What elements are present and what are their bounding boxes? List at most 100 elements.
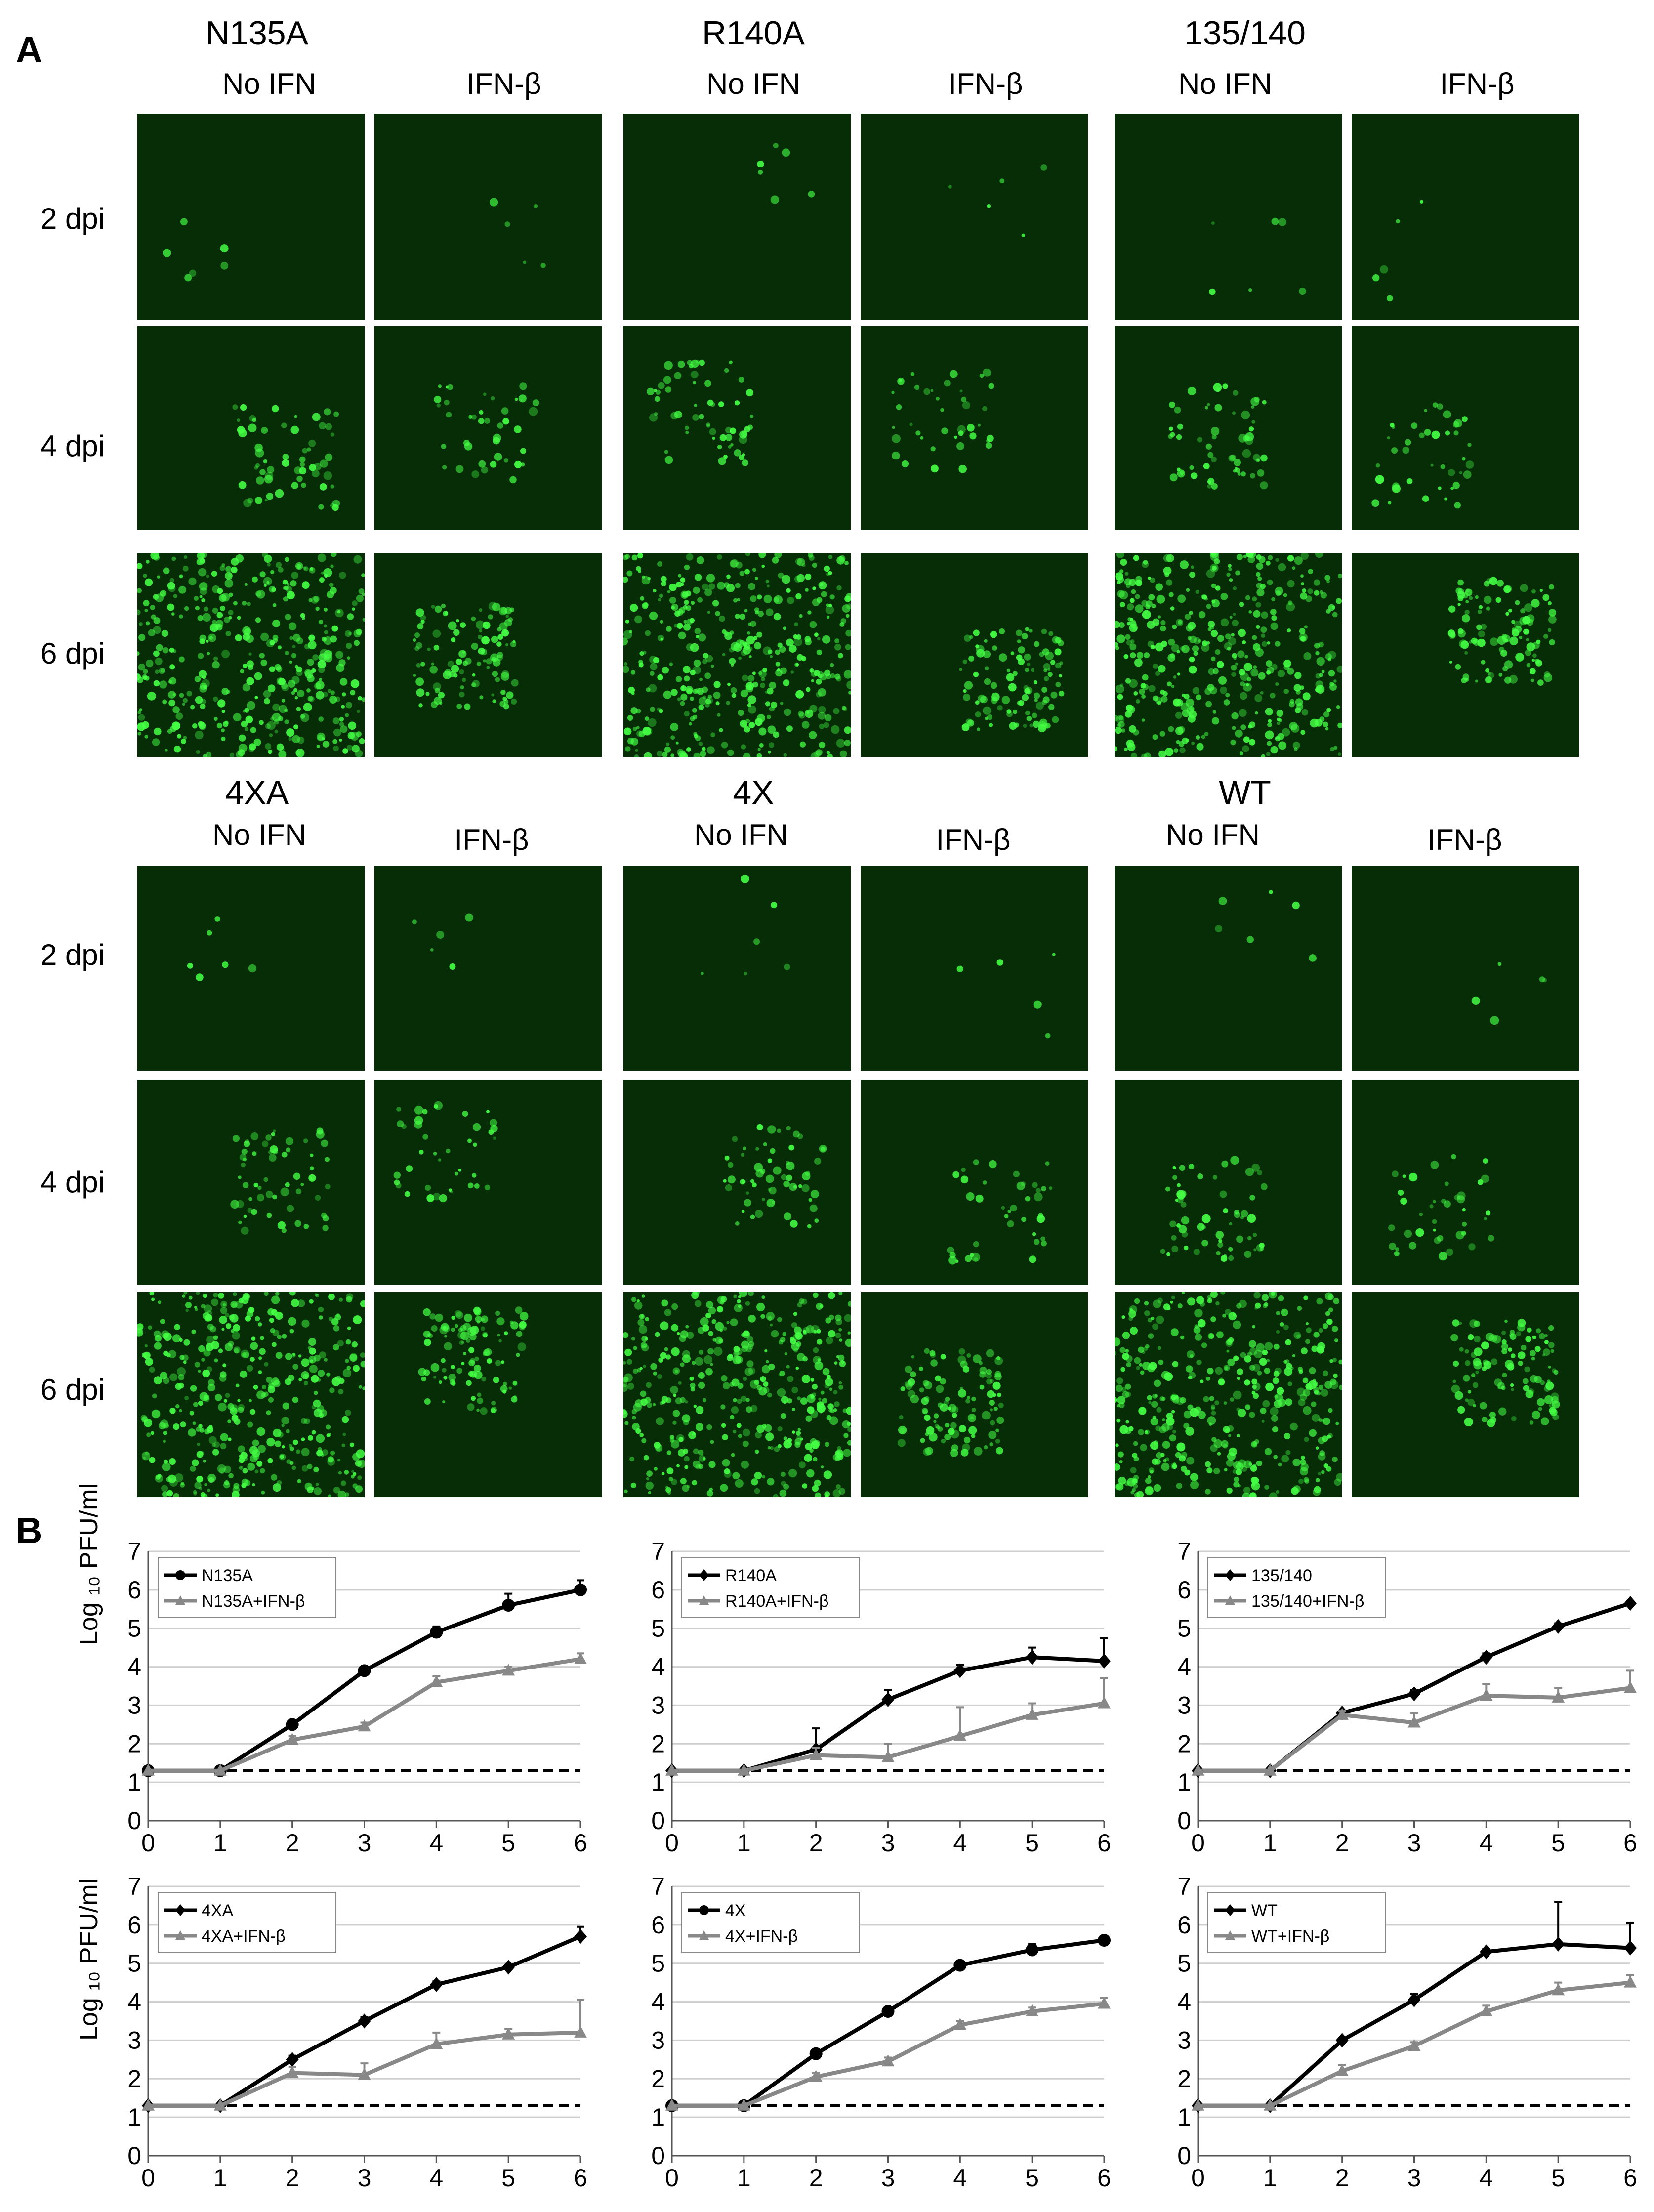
y-tick-label: 4 (651, 1653, 665, 1681)
fluorescent-cell (1186, 624, 1194, 632)
fluorescent-cell (207, 1489, 210, 1492)
fluorescent-cell (331, 1318, 339, 1326)
fluorescent-cell (1224, 1468, 1228, 1472)
fluorescent-cell (1170, 606, 1175, 611)
fluorescent-cell (834, 1361, 838, 1365)
fluorescent-cell (1151, 604, 1156, 608)
fluorescent-cell (286, 591, 295, 600)
fluorescent-cell (701, 971, 704, 975)
fluorescent-cell (1247, 556, 1255, 563)
fluorescent-cell (1115, 1351, 1117, 1356)
fluorescent-cell (1326, 580, 1330, 584)
fluorescent-cell (982, 406, 988, 412)
fluorescent-cell (773, 1166, 782, 1175)
fluorescent-cell (1254, 694, 1263, 702)
fluorescent-cell (264, 1362, 269, 1367)
fluorescent-cell (1387, 436, 1390, 440)
fluorescent-cell (213, 1441, 220, 1448)
fluorescent-cell (1226, 572, 1231, 577)
fluorescent-cell (786, 1365, 790, 1369)
fluorescent-cell (760, 1314, 765, 1319)
y-tick-label: 6 (651, 1576, 665, 1604)
fluorescent-cell (693, 586, 700, 594)
fluorescent-cell (766, 608, 774, 616)
fluorescent-cell (228, 1473, 234, 1479)
fluorescent-cell (1501, 634, 1507, 640)
fluorescent-cell (1169, 426, 1173, 431)
fluorescent-cell (301, 581, 310, 589)
fluorescent-cell (179, 1338, 183, 1342)
fluorescent-cell (266, 1377, 273, 1383)
micrograph-tile (623, 1292, 851, 1497)
fluorescent-cell (1043, 668, 1047, 672)
fluorescent-cell (645, 1397, 651, 1403)
fluorescent-cell (952, 1171, 960, 1178)
fluorescent-cell (842, 1408, 847, 1413)
fluorescent-cell (623, 637, 628, 646)
fluorescent-cell (768, 751, 771, 754)
fluorescent-cell (438, 384, 442, 388)
fluorescent-cell (455, 1324, 458, 1328)
fluorescent-cell (801, 1375, 811, 1383)
fluorescent-cell (780, 702, 784, 705)
fluorescent-cell (1180, 1202, 1187, 1208)
fluorescent-cell (221, 563, 225, 567)
fluorescent-cell (1034, 1192, 1043, 1202)
fluorescent-cell (948, 1256, 957, 1265)
fluorescent-cell (1301, 1347, 1308, 1355)
fluorescent-cell (1219, 1190, 1227, 1198)
fluorescent-cell (680, 693, 688, 701)
fluorescent-cell (1145, 1486, 1154, 1496)
fluorescent-cell (1510, 1383, 1514, 1387)
fluorescent-cell (693, 689, 698, 694)
fluorescent-cell (471, 1396, 476, 1401)
fluorescent-cell (796, 1430, 801, 1436)
fluorescent-cell (1303, 1295, 1308, 1300)
fluorescent-cell (742, 1440, 749, 1447)
y-tick-label: 1 (651, 2103, 665, 2131)
fluorescent-cell (750, 1214, 755, 1219)
fluorescent-cell (1294, 672, 1302, 679)
fluorescent-cell (1463, 1375, 1470, 1382)
data-point (1335, 1708, 1349, 1720)
fluorescent-cell (1278, 563, 1286, 572)
fluorescent-cell (454, 1171, 458, 1176)
fluorescent-cell (1150, 644, 1155, 650)
fluorescent-cell (807, 610, 812, 615)
fluorescent-cell (1262, 400, 1267, 405)
fluorescent-cell (669, 597, 676, 604)
fluorescent-cell (1302, 588, 1307, 593)
fluorescent-cell (275, 1352, 283, 1359)
fluorescent-cell (1133, 691, 1138, 696)
fluorescent-cell (1313, 1332, 1320, 1338)
fluorescent-cell (346, 1296, 352, 1303)
fluorescent-cell (1229, 578, 1233, 582)
fluorescent-cell (137, 731, 142, 736)
fluorescent-cell (247, 1421, 253, 1428)
fluorescent-cell (158, 1300, 162, 1304)
fluorescent-cell (266, 493, 274, 500)
fluorescent-cell (723, 454, 728, 459)
fluorescent-cell (754, 642, 761, 650)
fluorescent-cell (480, 1407, 488, 1415)
fluorescent-cell (630, 707, 638, 714)
fluorescent-cell (501, 407, 509, 415)
fluorescent-cell (292, 1439, 298, 1445)
fluorescent-cell (504, 1331, 508, 1336)
fluorescent-cell (623, 630, 632, 639)
fluorescent-cell (296, 669, 303, 676)
fluorescent-cell (534, 204, 538, 208)
fluorescent-cell (1209, 1396, 1214, 1401)
legend-marker (1225, 1930, 1235, 1940)
fluorescent-cell (351, 1470, 355, 1473)
fluorescent-cell (269, 1154, 277, 1162)
fluorescent-cell (1446, 1248, 1453, 1256)
fluorescent-cell (312, 469, 320, 478)
fluorescent-cell (979, 1371, 986, 1378)
fluorescent-cell (479, 410, 484, 415)
x-tick-label: 0 (1191, 1829, 1205, 1857)
fluorescent-cell (1160, 620, 1166, 626)
fluorescent-cell (1532, 653, 1537, 658)
fluorescent-cell (233, 1324, 241, 1332)
fluorescent-cell (285, 1137, 294, 1145)
